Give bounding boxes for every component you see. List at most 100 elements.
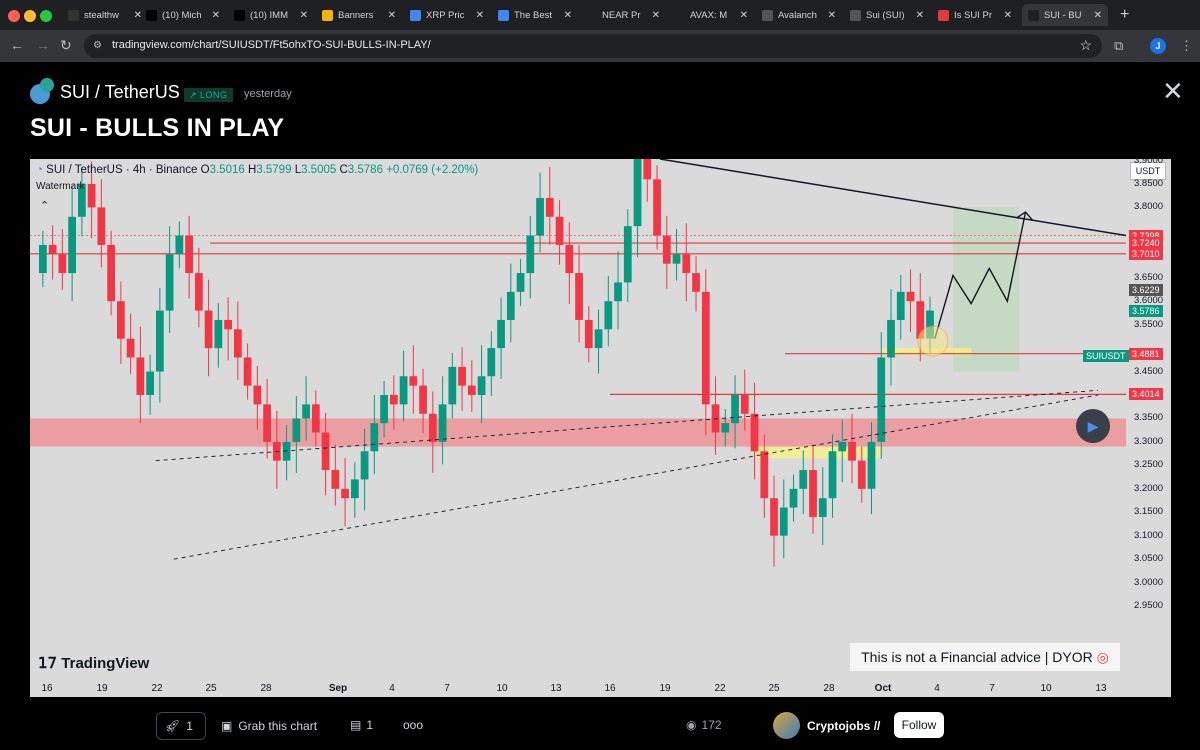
candle-body [721,423,730,433]
candle-body [799,470,808,489]
candle-body [428,413,437,442]
extensions-icon[interactable]: ⧉ [1114,38,1124,53]
browser-tab-label: Is SUI Pr [954,9,993,21]
browser-tab[interactable]: The Best ✕ [492,4,578,26]
close-tab-icon[interactable]: ✕ [299,9,308,21]
more-button[interactable]: ooo [403,718,424,732]
browser-tab[interactable]: AVAX: M ✕ [668,4,754,26]
profile-avatar[interactable]: J [1150,38,1166,54]
browser-tab[interactable]: (10) Mich ✕ [140,4,226,26]
time-tick-label: 19 [659,683,671,694]
google-drive-icon [322,9,333,21]
site-icon [850,9,861,21]
maximize-window-icon[interactable] [40,10,52,22]
price-tick-label: 3.1500 [1134,506,1164,518]
close-tab-icon[interactable]: ✕ [915,9,924,21]
boost-button[interactable]: 🚀︎ 1 [156,712,206,740]
close-window-icon[interactable] [8,10,20,22]
comment-icon: ▤ [350,718,362,732]
close-tab-icon[interactable]: ✕ [475,9,484,21]
time-tick-label: Oct [874,683,892,694]
x-logo-icon [234,9,245,21]
browser-tab[interactable]: Banners ✕ [316,4,402,26]
close-icon[interactable]: ✕ [1162,76,1184,106]
idea-footer: 🚀︎ 1 ▣ Grab this chart ▤ 1 ooo ◉ 172 Cryptoj… [0,698,1200,750]
candle-body [536,198,544,236]
author-avatar[interactable] [773,712,800,739]
author-name[interactable]: Cryptojobs // [807,719,881,733]
site-info-icon[interactable]: ⚙ [93,40,102,51]
candle-body [409,376,418,386]
candle-body [350,479,359,499]
browser-tab[interactable]: Avalanch ✕ [756,4,842,26]
browser-tab[interactable]: SUI - BU ✕ [1022,4,1108,26]
legend-symbol[interactable]: SUI / TetherUS · 4h · Binance [46,164,198,176]
browser-menu-icon[interactable]: ⋮ [1180,38,1193,53]
close-tab-icon[interactable]: ✕ [1093,9,1102,21]
candle-body [643,159,652,180]
candle-body [58,254,67,274]
candle-body [604,301,613,330]
close-tab-icon[interactable]: ✕ [563,9,572,21]
candle-body [116,301,125,339]
price-tick-label: 3.2500 [1134,459,1164,471]
bookmark-star-icon[interactable]: ☆ [1079,37,1092,53]
candle-body [68,216,76,274]
price-tick-label: 3.6000 [1134,295,1164,307]
last-price-symbol-badge: SUIUSDT [1083,350,1129,362]
close-tab-icon[interactable]: ✕ [827,9,836,21]
close-tab-icon[interactable]: ✕ [739,9,748,21]
url-text[interactable]: tradingview.com/chart/SUIUSDT/Ft5ohxTO-S… [112,39,431,51]
candle-body [224,319,232,330]
url-bar[interactable]: ⚙ tradingview.com/chart/SUIUSDT/Ft5ohxTO… [84,34,1102,58]
candle-body [302,404,310,419]
candle-body [623,226,632,283]
browser-tab[interactable]: Sui (SUI) ✕ [844,4,930,26]
close-tab-icon[interactable]: ✕ [651,9,660,21]
browser-tab-bar: stealthw ✕ (10) Mich ✕ (10) IMM ✕ Banners ✕ XRP … [0,0,1200,30]
reload-icon[interactable]: ↻ [60,37,72,53]
candle-body [555,216,564,245]
candle-body [87,183,96,208]
browser-tab[interactable]: XRP Pric ✕ [404,4,490,26]
candle-body [672,254,681,264]
chart-panel[interactable]: ◔ SUI / TetherUS · 4h · Binance O3.5016 … [30,159,1171,697]
chart-legend: ◔ SUI / TetherUS · 4h · Binance O3.5016 … [36,164,478,176]
play-replay-button[interactable]: ▶ [1076,409,1110,443]
legend-low: L3.5005 [294,164,337,176]
browser-tab[interactable]: stealthw ✕ [62,4,148,26]
new-tab-icon[interactable]: + [1120,6,1130,23]
symbol-name[interactable]: SUI / TetherUS [60,82,180,102]
currency-label[interactable]: USDT [1130,162,1166,180]
grab-chart-button[interactable]: ▣ Grab this chart [221,719,318,733]
watermark-label: Watermark [36,181,85,192]
close-tab-icon[interactable]: ✕ [211,9,220,21]
price-tick-label: 3.3500 [1134,412,1164,424]
price-axis[interactable]: 2.9500 3.0000 3.0500 3.1000 3.1500 3.2000 3.25… [1126,159,1171,679]
close-tab-icon[interactable]: ✕ [387,9,396,21]
price-tick-label: 3.4500 [1134,365,1164,377]
browser-tab[interactable]: NEAR Pr ✕ [580,4,666,26]
candle-body [809,470,817,517]
collapse-legend-icon[interactable]: ⌃ [40,200,50,212]
minimize-window-icon[interactable] [24,10,36,22]
chart-canvas[interactable] [30,159,1171,697]
projected-path [934,211,1027,339]
target-zone [953,207,1020,372]
browser-tab-label: AVAX: M [690,9,728,21]
price-tick-label: 3.6500 [1134,271,1164,283]
candle-body [838,441,847,452]
forward-icon[interactable]: → [36,37,50,53]
browser-tab[interactable]: Is SUI Pr ✕ [932,4,1018,26]
time-tick-label: 4 [934,683,940,694]
back-icon[interactable]: ← [10,37,24,53]
browser-tab[interactable]: (10) IMM ✕ [228,4,314,26]
follow-button[interactable]: Follow [894,712,944,738]
close-tab-icon[interactable]: ✕ [133,9,142,21]
close-tab-icon[interactable]: ✕ [1003,9,1012,21]
candle-body [107,244,115,302]
resistance-trendline [659,159,1127,237]
comments-button[interactable]: ▤ 1 [350,718,374,732]
fx-icon [586,9,597,21]
candle-body [165,254,174,311]
